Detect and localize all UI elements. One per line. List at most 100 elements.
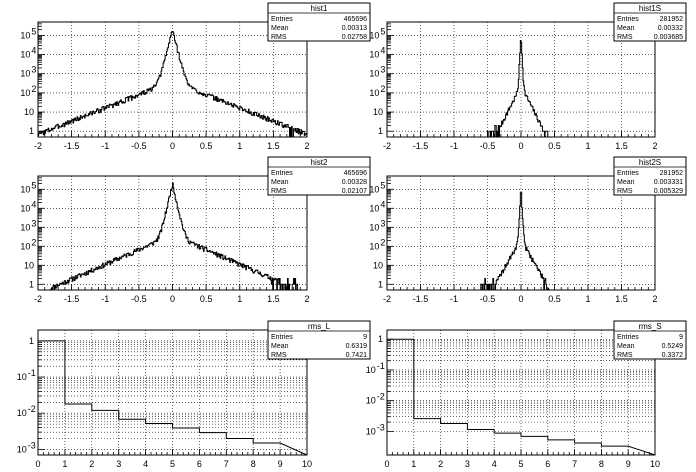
stats-label: Entries <box>617 170 639 177</box>
x-tick-label: 0.5 <box>200 141 213 151</box>
x-tick-label: 8 <box>599 459 604 469</box>
stats-value: 9 <box>363 334 367 341</box>
x-tick-label: 3 <box>465 459 470 469</box>
x-tick-label: 1.5 <box>267 294 280 304</box>
y-tick-exponent: 2 <box>31 84 36 94</box>
stats-value: 0.02107 <box>342 188 367 195</box>
y-tick-label: 10 <box>366 396 376 406</box>
histogram-series <box>37 340 308 456</box>
stats-box-frame <box>613 320 687 360</box>
plot-frame <box>386 175 656 291</box>
y-tick-exponent: 3 <box>31 65 36 75</box>
histogram-series <box>37 30 308 138</box>
y-tick-label: 10 <box>20 222 30 232</box>
stats-label: RMS <box>617 34 633 41</box>
x-tick-label: 3 <box>116 459 121 469</box>
x-tick-label: 9 <box>626 459 631 469</box>
stats-box-frame <box>613 2 687 42</box>
x-tick-label: -1.5 <box>413 294 429 304</box>
y-tick-exponent: 4 <box>380 199 385 209</box>
stats-box-frame <box>267 320 371 360</box>
stats-label: RMS <box>271 34 287 41</box>
stats-value: 281952 <box>660 16 683 23</box>
x-tick-label: -1 <box>450 294 458 304</box>
y-tick-label: 10 <box>24 260 34 270</box>
x-tick-label: 7 <box>572 459 577 469</box>
stats-box-title: hist1S <box>639 4 661 13</box>
x-tick-label: -1.5 <box>413 141 429 151</box>
y-tick-exponent: 2 <box>31 237 36 247</box>
stats-label: Entries <box>271 334 293 341</box>
x-tick-label: -1.5 <box>64 141 80 151</box>
stats-box-title: rms_L <box>308 322 331 331</box>
x-tick-label: 1.5 <box>267 141 280 151</box>
y-tick-label: 10 <box>369 50 379 60</box>
stats-value: 0.005329 <box>654 188 683 195</box>
stats-label: Mean <box>617 25 635 32</box>
plot-frame <box>37 329 308 456</box>
stats-box-title: hist2S <box>639 158 661 167</box>
x-tick-label: 10 <box>650 459 660 469</box>
stats-value: 0.00313 <box>342 25 367 32</box>
stats-label: RMS <box>271 352 287 359</box>
y-tick-exponent: -2 <box>28 404 36 414</box>
stats-box-title: hist2 <box>311 158 328 167</box>
y-tick-label: 10 <box>369 184 379 194</box>
x-tick-label: -1 <box>101 141 109 151</box>
plot-frame <box>386 21 656 138</box>
y-tick-label: 10 <box>366 426 376 436</box>
y-tick-exponent: 2 <box>380 237 385 247</box>
stats-label: RMS <box>617 352 633 359</box>
x-tick-label: 2 <box>652 141 657 151</box>
x-tick-label: 4 <box>143 459 148 469</box>
stats-value: 0.003331 <box>654 179 683 186</box>
y-tick-label: 10 <box>20 69 30 79</box>
x-tick-label: -2 <box>383 294 391 304</box>
y-tick-label: 10 <box>369 241 379 251</box>
stats-label: Entries <box>617 334 639 341</box>
stats-box-frame <box>613 156 687 196</box>
y-tick-exponent: -2 <box>377 392 385 402</box>
y-tick-exponent: 4 <box>31 46 36 56</box>
y-tick-exponent: 5 <box>31 26 36 36</box>
y-tick-exponent: 4 <box>380 46 385 56</box>
x-tick-label: -1.5 <box>64 294 80 304</box>
x-tick-label: 2 <box>89 459 94 469</box>
stats-value: 0.02758 <box>342 34 367 41</box>
stats-box: rms_L Entries 9 Mean 0.6319 RMS 0.7421 <box>267 320 371 360</box>
stats-value: 0.5249 <box>662 343 684 350</box>
x-tick-label: 0.5 <box>200 294 213 304</box>
y-tick-label: 10 <box>24 107 34 117</box>
y-tick-exponent: -1 <box>28 368 36 378</box>
stats-label: Mean <box>271 25 289 32</box>
x-tick-label: -2 <box>34 141 42 151</box>
y-tick-label: 10 <box>20 241 30 251</box>
y-tick-label: 10 <box>373 107 383 117</box>
x-tick-label: 1 <box>237 141 242 151</box>
x-tick-label: 0 <box>384 459 389 469</box>
y-tick-label: 10 <box>369 30 379 40</box>
y-tick-exponent: 3 <box>31 218 36 228</box>
stats-value: 465696 <box>344 16 367 23</box>
stats-label: Mean <box>271 179 289 186</box>
x-tick-label: -0.5 <box>480 294 496 304</box>
x-tick-label: 6 <box>545 459 550 469</box>
stats-label: Entries <box>271 16 293 23</box>
stats-box-title: hist1 <box>311 4 328 13</box>
x-tick-label: 4 <box>492 459 497 469</box>
y-tick-label: 10 <box>17 444 27 454</box>
stats-value: 0.3372 <box>662 352 684 359</box>
plot-frame <box>37 21 308 138</box>
y-tick-label: 10 <box>373 260 383 270</box>
stats-value: 0.6319 <box>346 343 368 350</box>
stats-label: RMS <box>271 188 287 195</box>
x-tick-label: 1.5 <box>615 294 628 304</box>
y-tick-exponent: -1 <box>377 361 385 371</box>
x-tick-label: 8 <box>251 459 256 469</box>
x-tick-label: -1 <box>450 141 458 151</box>
y-tick-label: 1 <box>29 336 34 346</box>
